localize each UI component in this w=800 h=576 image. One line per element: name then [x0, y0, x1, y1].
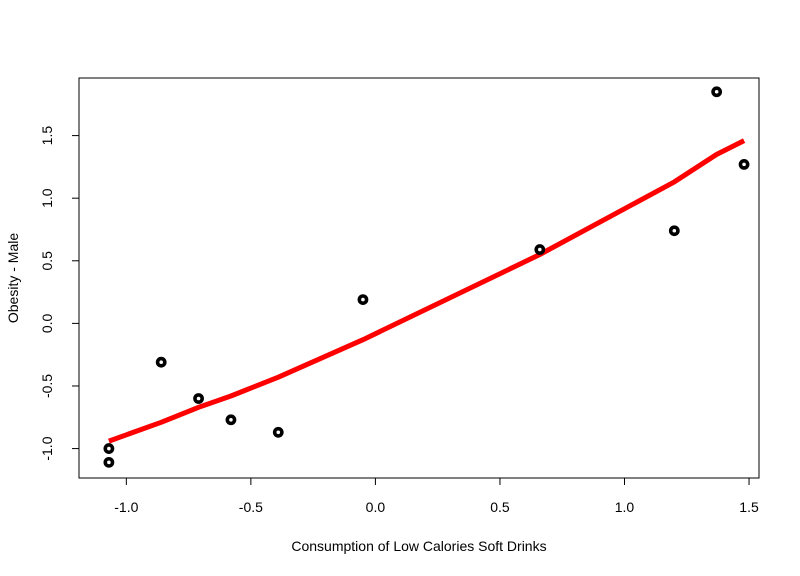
- y-tick-label: 1.5: [39, 126, 55, 146]
- y-axis-label: Obesity - Male: [5, 233, 21, 323]
- x-tick-label: -0.5: [239, 499, 263, 515]
- fit-line: [108, 138, 746, 444]
- data-point: [193, 393, 204, 404]
- data-point: [272, 426, 284, 438]
- data-points-series: [103, 86, 750, 468]
- data-point: [155, 356, 167, 368]
- fit-line-series: [108, 138, 746, 444]
- x-tick-label: 0.0: [366, 499, 386, 515]
- x-tick-label: 1.0: [615, 499, 635, 515]
- y-tick-label: -0.5: [39, 374, 55, 398]
- data-point: [534, 244, 546, 255]
- data-point: [225, 414, 237, 426]
- data-point: [103, 456, 115, 468]
- y-axis: -1.0 -0.5 0.0 0.5 1.0 1.5: [39, 126, 80, 461]
- y-tick-label: -1.0: [39, 436, 55, 460]
- y-tick-label: 0.5: [39, 251, 55, 271]
- x-tick-label: 1.5: [739, 499, 759, 515]
- data-point: [357, 294, 369, 305]
- data-point: [738, 158, 750, 170]
- x-axis-label: Consumption of Low Calories Soft Drinks: [291, 538, 546, 554]
- data-point: [103, 443, 115, 454]
- plot-frame: [78, 77, 760, 479]
- data-point: [668, 225, 680, 237]
- x-tick-label: 0.5: [490, 499, 510, 515]
- x-tick-label: -1.0: [114, 499, 138, 515]
- y-tick-label: 1.0: [39, 188, 55, 208]
- y-tick-label: 0.0: [39, 313, 55, 333]
- x-axis: -1.0 -0.5 0.0 0.5 1.0 1.5: [114, 477, 759, 515]
- data-point: [711, 86, 723, 98]
